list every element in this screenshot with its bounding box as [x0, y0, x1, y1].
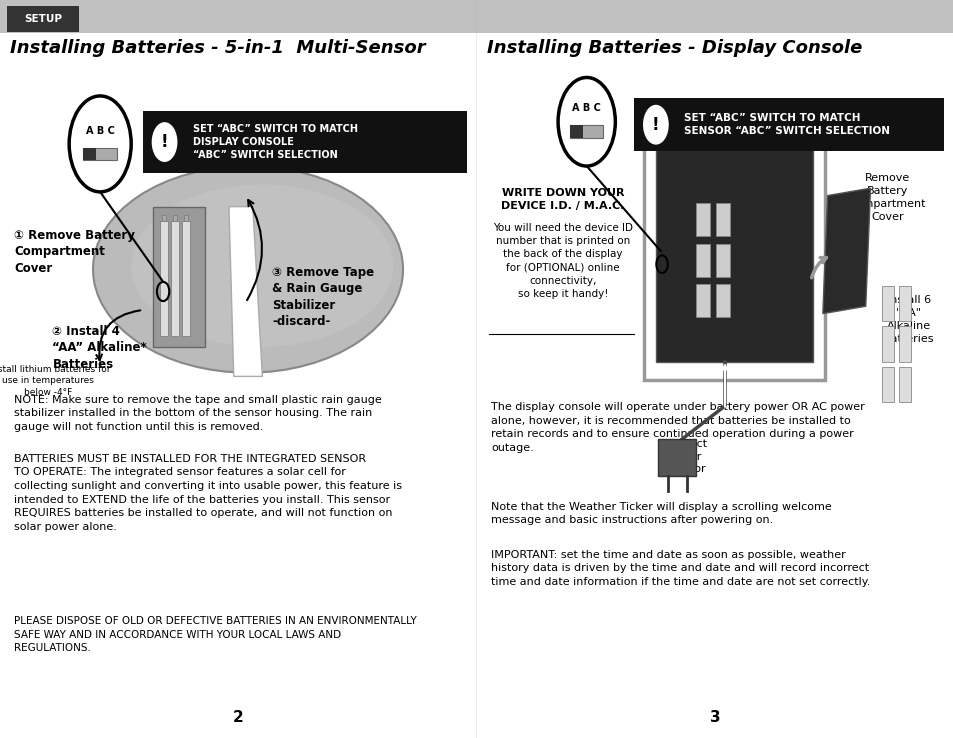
Bar [569, 125, 582, 138]
Text: NOTE: Make sure to remove the tape and small plastic rain gauge
stabilizer insta: NOTE: Make sure to remove the tape and s… [14, 395, 381, 432]
Bar [84, 148, 117, 160]
Text: ② Install 4
“AA” Alkaline*
Batteries: ② Install 4 “AA” Alkaline* Batteries [52, 325, 147, 370]
Polygon shape [821, 188, 869, 314]
Text: !: ! [652, 116, 659, 134]
Text: IMPORTANT: set the time and date as soon as possible, weather
history data is dr: IMPORTANT: set the time and date as soon… [491, 550, 870, 587]
Bar [882, 286, 893, 321]
Bar [143, 111, 467, 173]
Text: *install lithium batteries for
use in temperatures
below -4°F: *install lithium batteries for use in te… [0, 365, 111, 396]
Text: ① Remove Battery
Compartment
Cover: ① Remove Battery Compartment Cover [14, 229, 135, 275]
Bar [634, 98, 943, 151]
Circle shape [558, 77, 615, 166]
Bar [898, 367, 910, 402]
Bar [643, 122, 824, 380]
Circle shape [642, 105, 668, 145]
Text: SET “ABC” SWITCH TO MATCH
DISPLAY CONSOLE
“ABC” SWITCH SELECTION: SET “ABC” SWITCH TO MATCH DISPLAY CONSOL… [193, 124, 357, 160]
Bar [696, 203, 709, 236]
Bar [476, 0, 953, 33]
Bar [716, 203, 729, 236]
Polygon shape [229, 207, 262, 376]
Text: You will need the device ID
number that is printed on
the back of the display
fo: You will need the device ID number that … [493, 223, 632, 299]
Ellipse shape [131, 184, 393, 347]
Bar [696, 284, 709, 317]
Bar [152, 207, 205, 347]
Bar [183, 215, 189, 221]
Bar [159, 221, 169, 336]
Text: ③ Remove Tape
& Rain Gauge
Stabilizer
-discard-: ③ Remove Tape & Rain Gauge Stabilizer -d… [272, 266, 374, 328]
Text: SET “ABC” SWITCH TO MATCH
SENSOR “ABC” SWITCH SELECTION: SET “ABC” SWITCH TO MATCH SENSOR “ABC” S… [683, 114, 889, 136]
Text: SETUP: SETUP [24, 14, 62, 24]
Text: A B C: A B C [572, 103, 600, 114]
Text: WRITE DOWN YOUR
DEVICE I.D. / M.A.C.: WRITE DOWN YOUR DEVICE I.D. / M.A.C. [500, 188, 624, 211]
Bar [898, 326, 910, 362]
Bar [716, 244, 729, 277]
Text: !: ! [161, 133, 168, 151]
Bar [696, 244, 709, 277]
Text: Connect
power
adaptor: Connect power adaptor [660, 439, 707, 474]
Text: Install 6
"AA"
Alkaline
Batteries: Install 6 "AA" Alkaline Batteries [882, 295, 933, 344]
Circle shape [152, 122, 177, 162]
Text: A B C: A B C [86, 125, 114, 136]
Text: Note that the Weather Ticker will display a scrolling welcome
message and basic : Note that the Weather Ticker will displa… [491, 502, 831, 525]
Text: Installing Batteries - 5-in-1  Multi-Sensor: Installing Batteries - 5-in-1 Multi-Sens… [10, 39, 425, 57]
Bar [171, 221, 179, 336]
Bar [898, 286, 910, 321]
Bar [84, 148, 96, 160]
Bar [569, 125, 602, 138]
Text: Remove
Battery
Compartment
Cover: Remove Battery Compartment Cover [847, 173, 925, 222]
Text: PLEASE DISPOSE OF OLD OR DEFECTIVE BATTERIES IN AN ENVIRONMENTALLY
SAFE WAY AND : PLEASE DISPOSE OF OLD OR DEFECTIVE BATTE… [14, 616, 416, 653]
Text: 2: 2 [233, 710, 244, 725]
Bar [716, 284, 729, 317]
Bar [658, 439, 696, 476]
Bar [172, 215, 177, 221]
Bar [0, 0, 476, 33]
Text: Installing Batteries - Display Console: Installing Batteries - Display Console [486, 39, 861, 57]
Bar [162, 215, 167, 221]
Text: 3: 3 [709, 710, 720, 725]
Bar [8, 6, 78, 32]
Bar [655, 140, 812, 362]
Ellipse shape [93, 166, 403, 373]
Bar [181, 221, 191, 336]
Circle shape [70, 96, 132, 192]
Bar [882, 326, 893, 362]
Bar [882, 367, 893, 402]
Text: BATTERIES MUST BE INSTALLED FOR THE INTEGRATED SENSOR
TO OPERATE: The integrated: BATTERIES MUST BE INSTALLED FOR THE INTE… [14, 454, 402, 532]
Text: The display console will operate under battery power OR AC power
alone, however,: The display console will operate under b… [491, 402, 864, 453]
